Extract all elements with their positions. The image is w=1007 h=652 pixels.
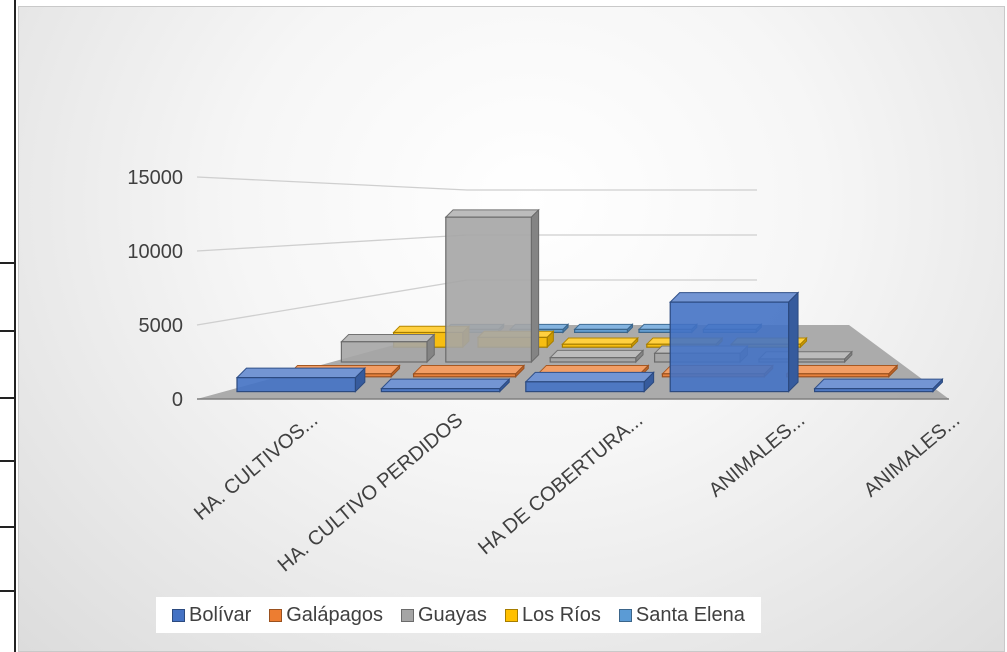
chart-area: 0 5000 10000 15000 HA. CULTIVOS... HA. CULTI…	[18, 6, 1005, 652]
bar-bolívar	[380, 377, 511, 393]
y-axis-ticks: 0 5000 10000 15000	[127, 167, 183, 411]
bar-bolívar	[235, 366, 367, 393]
legend-swatch	[618, 608, 632, 622]
legend-swatch	[401, 608, 414, 622]
bar-guayas	[548, 349, 645, 364]
bar-bolívar	[813, 377, 944, 393]
gridline	[196, 176, 757, 191]
legend-label: Galápagos	[286, 603, 383, 626]
bar-bolívar	[524, 371, 655, 393]
x-tick-label: HA. CULTIVOS...	[190, 409, 322, 525]
chart-plot: 0 5000 10000 15000 HA. CULTIVOS...HA. CULTI…	[127, 167, 964, 576]
bar-galápagos	[412, 364, 526, 379]
legend-item: Santa Elena	[618, 603, 745, 627]
left-table-rule	[0, 397, 14, 399]
legend-label: Santa Elena	[635, 603, 745, 626]
legend-label: Guayas	[418, 603, 487, 626]
x-axis-ticks: HA. CULTIVOS...HA. CULTIVO PERDIDOS HA DE…	[190, 409, 964, 576]
x-tick-label: ANIMALES...	[705, 409, 809, 502]
bar-guayas	[444, 208, 540, 364]
y-tick-label: 10000	[127, 241, 183, 263]
legend-label: Bolívar	[189, 603, 252, 626]
x-tick-label: ANIMALES...	[860, 409, 964, 502]
legend-swatch	[172, 608, 185, 622]
left-table-edge	[0, 0, 16, 652]
y-tick-label: 15000	[127, 167, 183, 189]
x-tick-label: HA DE COBERTURA...	[474, 409, 647, 559]
chart-legend: Bolívar Galápagos Guayas Los Ríos Santa Elen…	[156, 597, 761, 633]
bar-bolívar	[668, 291, 800, 393]
legend-swatch	[504, 608, 518, 622]
legend-item: Guayas	[401, 604, 487, 627]
bar-galápagos	[785, 364, 899, 379]
left-table-rule	[0, 262, 14, 264]
bar-santa-elena	[573, 323, 634, 334]
bar-los-ríos	[561, 336, 639, 349]
legend-swatch	[269, 608, 283, 622]
y-tick-label: 5000	[139, 315, 184, 337]
legend-label: Los Ríos	[521, 603, 601, 626]
legend-item: Galápagos	[269, 604, 383, 627]
left-table-rule	[0, 526, 14, 528]
y-tick-label: 0	[172, 389, 183, 411]
legend-item: Bolívar	[172, 604, 251, 627]
bar-guayas	[340, 333, 436, 364]
left-table-rule	[0, 330, 14, 332]
chart-bars	[235, 208, 944, 393]
left-table-rule	[0, 590, 14, 592]
legend-item: Los Ríos	[504, 603, 601, 627]
left-table-rule	[0, 460, 14, 462]
